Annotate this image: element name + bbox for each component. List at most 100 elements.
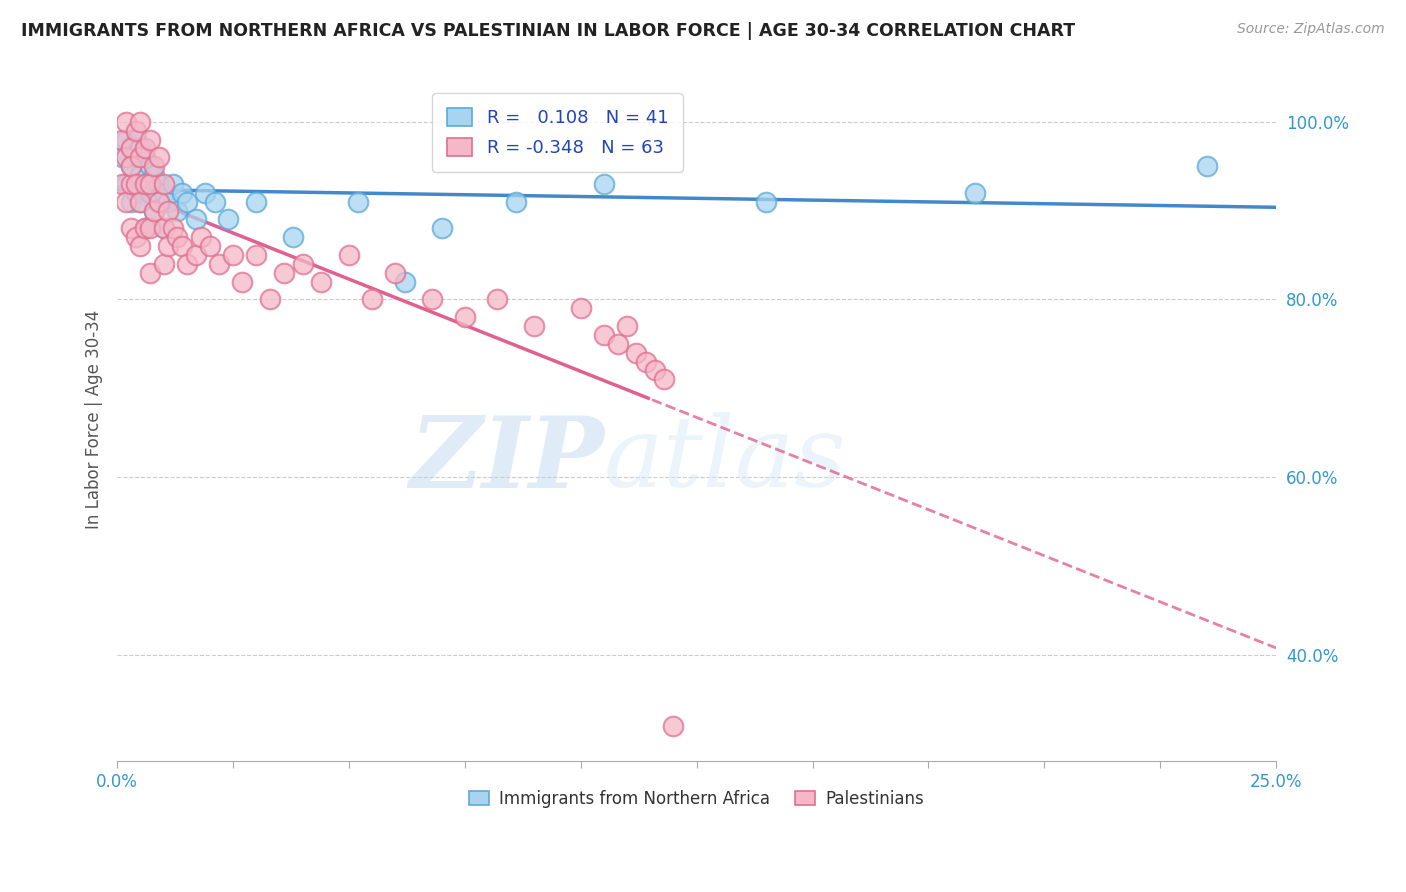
- Point: [120, 141, 142, 155]
- Point: [217, 212, 239, 227]
- Point: [172, 239, 194, 253]
- Point: [138, 266, 160, 280]
- Point: [134, 150, 156, 164]
- Point: [125, 124, 148, 138]
- Point: [593, 177, 616, 191]
- Point: [152, 177, 174, 191]
- Point: [157, 239, 180, 253]
- Point: [644, 363, 666, 377]
- Point: [143, 203, 166, 218]
- Point: [129, 141, 152, 155]
- Point: [125, 177, 148, 191]
- Point: [152, 221, 174, 235]
- Point: [129, 239, 152, 253]
- Point: [129, 194, 152, 209]
- Point: [184, 212, 207, 227]
- Point: [166, 203, 188, 218]
- Point: [125, 150, 148, 164]
- Point: [148, 177, 170, 191]
- Point: [134, 221, 156, 235]
- Point: [129, 150, 152, 164]
- Point: [283, 230, 305, 244]
- Point: [120, 194, 142, 209]
- Point: [523, 319, 546, 334]
- Text: ZIP: ZIP: [409, 412, 605, 508]
- Legend: Immigrants from Northern Africa, Palestinians: Immigrants from Northern Africa, Palesti…: [463, 783, 931, 814]
- Point: [129, 168, 152, 182]
- Point: [176, 194, 198, 209]
- Point: [138, 159, 160, 173]
- Point: [120, 141, 142, 155]
- Point: [337, 248, 360, 262]
- Point: [138, 221, 160, 235]
- Point: [1195, 159, 1218, 173]
- Y-axis label: In Labor Force | Age 30-34: In Labor Force | Age 30-34: [86, 310, 103, 529]
- Point: [152, 221, 174, 235]
- Point: [486, 293, 509, 307]
- Point: [134, 177, 156, 191]
- Point: [245, 248, 267, 262]
- Point: [115, 177, 138, 191]
- Point: [138, 186, 160, 200]
- Point: [115, 194, 138, 209]
- Point: [111, 132, 134, 146]
- Point: [231, 275, 253, 289]
- Point: [115, 115, 138, 129]
- Point: [120, 159, 142, 173]
- Point: [162, 177, 184, 191]
- Point: [309, 275, 332, 289]
- Point: [593, 327, 616, 342]
- Point: [115, 150, 138, 164]
- Point: [430, 221, 453, 235]
- Text: Source: ZipAtlas.com: Source: ZipAtlas.com: [1237, 22, 1385, 37]
- Point: [152, 257, 174, 271]
- Point: [162, 221, 184, 235]
- Point: [194, 186, 217, 200]
- Point: [129, 115, 152, 129]
- Point: [184, 248, 207, 262]
- Point: [157, 203, 180, 218]
- Point: [454, 310, 477, 325]
- Point: [172, 186, 194, 200]
- Point: [120, 177, 142, 191]
- Point: [120, 159, 142, 173]
- Point: [394, 275, 416, 289]
- Point: [134, 177, 156, 191]
- Point: [755, 194, 778, 209]
- Point: [616, 319, 638, 334]
- Point: [569, 301, 592, 316]
- Point: [422, 293, 444, 307]
- Point: [652, 372, 675, 386]
- Point: [198, 239, 221, 253]
- Point: [963, 186, 986, 200]
- Point: [157, 194, 180, 209]
- Point: [134, 221, 156, 235]
- Point: [111, 150, 134, 164]
- Point: [148, 150, 170, 164]
- Point: [176, 257, 198, 271]
- Point: [115, 132, 138, 146]
- Text: atlas: atlas: [605, 413, 846, 508]
- Point: [125, 186, 148, 200]
- Point: [662, 718, 685, 732]
- Point: [222, 248, 245, 262]
- Point: [606, 336, 628, 351]
- Point: [208, 257, 231, 271]
- Point: [204, 194, 226, 209]
- Point: [148, 194, 170, 209]
- Point: [634, 354, 657, 368]
- Point: [125, 132, 148, 146]
- Point: [347, 194, 370, 209]
- Point: [245, 194, 267, 209]
- Text: IMMIGRANTS FROM NORTHERN AFRICA VS PALESTINIAN IN LABOR FORCE | AGE 30-34 CORREL: IMMIGRANTS FROM NORTHERN AFRICA VS PALES…: [21, 22, 1076, 40]
- Point: [273, 266, 295, 280]
- Point: [259, 293, 281, 307]
- Point: [134, 141, 156, 155]
- Point: [129, 194, 152, 209]
- Point: [505, 194, 527, 209]
- Point: [125, 230, 148, 244]
- Point: [143, 159, 166, 173]
- Point: [138, 132, 160, 146]
- Point: [143, 168, 166, 182]
- Point: [120, 221, 142, 235]
